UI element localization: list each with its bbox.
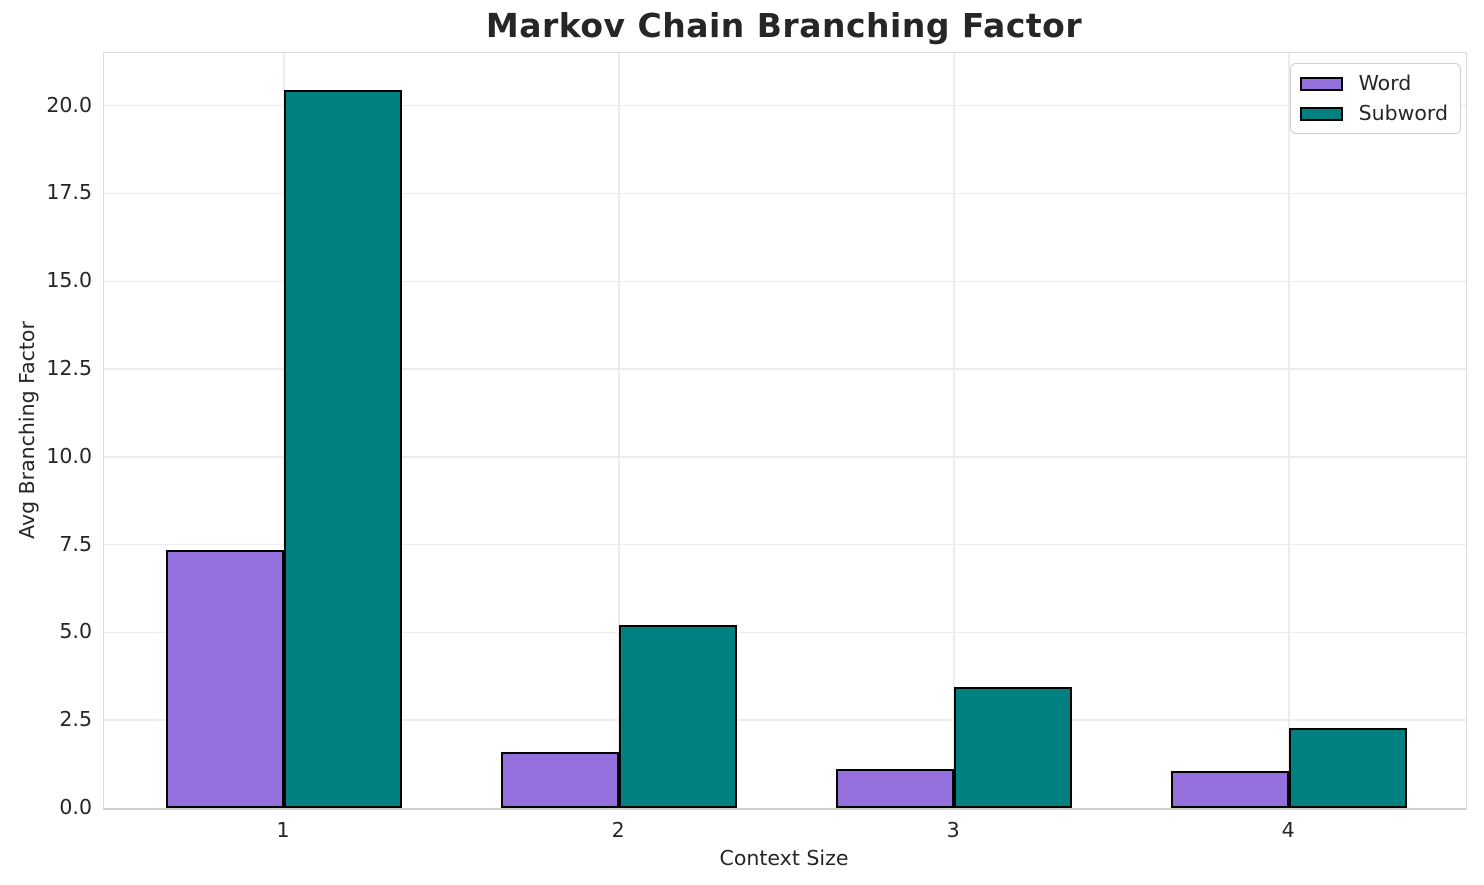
gridline-horizontal bbox=[104, 719, 1466, 721]
gridline-horizontal bbox=[104, 368, 1466, 370]
y-tick-label: 5.0 bbox=[59, 619, 92, 644]
gridline-horizontal bbox=[104, 456, 1466, 458]
legend: Word Subword bbox=[1289, 63, 1461, 134]
x-axis-label: Context Size bbox=[719, 846, 849, 870]
legend-item-subword: Subword bbox=[1299, 101, 1448, 126]
bar-word-3 bbox=[836, 769, 955, 808]
y-tick-label: 7.5 bbox=[59, 531, 92, 556]
gridline-vertical bbox=[1288, 53, 1290, 808]
legend-label-subword: Subword bbox=[1358, 101, 1448, 125]
gridline-vertical bbox=[953, 53, 955, 808]
y-tick-label: 10.0 bbox=[46, 443, 92, 468]
legend-swatch-subword-icon bbox=[1299, 106, 1343, 121]
gridline-horizontal bbox=[104, 631, 1466, 634]
legend-swatch-word-icon bbox=[1299, 76, 1343, 91]
x-tick-label: 1 bbox=[276, 818, 290, 842]
legend-label-word: Word bbox=[1358, 71, 1412, 95]
bar-subword-3 bbox=[954, 686, 1073, 808]
bar-subword-4 bbox=[1289, 728, 1408, 808]
x-tick-label: 4 bbox=[1281, 818, 1295, 842]
x-tick-label: 2 bbox=[611, 818, 625, 842]
plot-area: Word Subword bbox=[103, 52, 1467, 810]
bar-subword-2 bbox=[619, 625, 738, 808]
bar-word-4 bbox=[1171, 771, 1290, 808]
gridline-horizontal bbox=[104, 280, 1466, 282]
x-tick-label: 3 bbox=[946, 818, 960, 842]
gridline-horizontal bbox=[104, 192, 1466, 195]
chart-title: Markov Chain Branching Factor bbox=[485, 6, 1083, 45]
bar-subword-1 bbox=[284, 89, 402, 808]
gridline-horizontal bbox=[104, 104, 1466, 107]
bar-word-2 bbox=[501, 751, 620, 808]
bar-word-1 bbox=[166, 549, 285, 808]
y-tick-label: 17.5 bbox=[46, 180, 92, 205]
y-axis-tick-labels: 0.0 2.5 5.0 7.5 10.0 12.5 15.0 17.5 20.0 bbox=[0, 52, 92, 819]
legend-item-word: Word bbox=[1299, 71, 1448, 96]
gridline-vertical bbox=[618, 53, 620, 808]
y-tick-label: 0.0 bbox=[59, 795, 92, 819]
y-tick-label: 2.5 bbox=[59, 707, 92, 732]
y-tick-label: 15.0 bbox=[46, 268, 92, 293]
gridline-horizontal bbox=[104, 543, 1466, 546]
y-tick-label: 12.5 bbox=[46, 356, 92, 381]
y-tick-label: 20.0 bbox=[46, 92, 92, 117]
